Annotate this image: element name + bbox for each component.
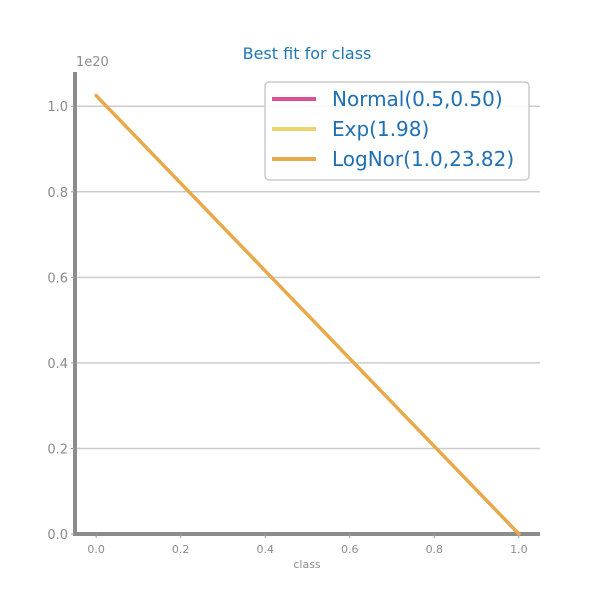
x-tick-label: 0.8 xyxy=(426,543,444,556)
y-axis-offset-label: 1e20 xyxy=(76,55,109,70)
x-tick-label: 0.4 xyxy=(256,543,274,556)
chart-title: Best fit for class xyxy=(243,44,372,63)
legend-label: Exp(1.98) xyxy=(332,117,429,141)
legend: Normal(0.5,0.50) Exp(1.98) LogNor(1.0,23.8… xyxy=(264,81,530,181)
legend-label: Normal(0.5,0.50) xyxy=(332,87,503,111)
y-tick-label: 1.0 xyxy=(47,100,68,115)
legend-label: LogNor(1.0,23.82) xyxy=(332,147,514,171)
x-tick-label: 0.2 xyxy=(172,543,190,556)
axes xyxy=(73,72,540,536)
y-tick-label: 0.2 xyxy=(47,442,68,457)
x-axis-title: class xyxy=(293,558,321,571)
x-tick-label: 1.0 xyxy=(510,543,528,556)
legend-box xyxy=(264,81,530,181)
x-tick-label: 0.6 xyxy=(341,543,359,556)
y-tick-label: 0.4 xyxy=(47,357,68,372)
y-tick-label: 0.8 xyxy=(47,186,68,201)
y-tick-label: 0.0 xyxy=(47,528,68,543)
series-line xyxy=(94,93,521,536)
x-tick-label: 0.0 xyxy=(87,543,105,556)
series-lines xyxy=(94,93,521,536)
tick-labels: 0.0 0.2 0.4 0.6 0.8 1.0 0.0 0.2 0.4 0.6 0.8 1.0 xyxy=(47,100,527,556)
y-tick-label: 0.6 xyxy=(47,271,68,286)
